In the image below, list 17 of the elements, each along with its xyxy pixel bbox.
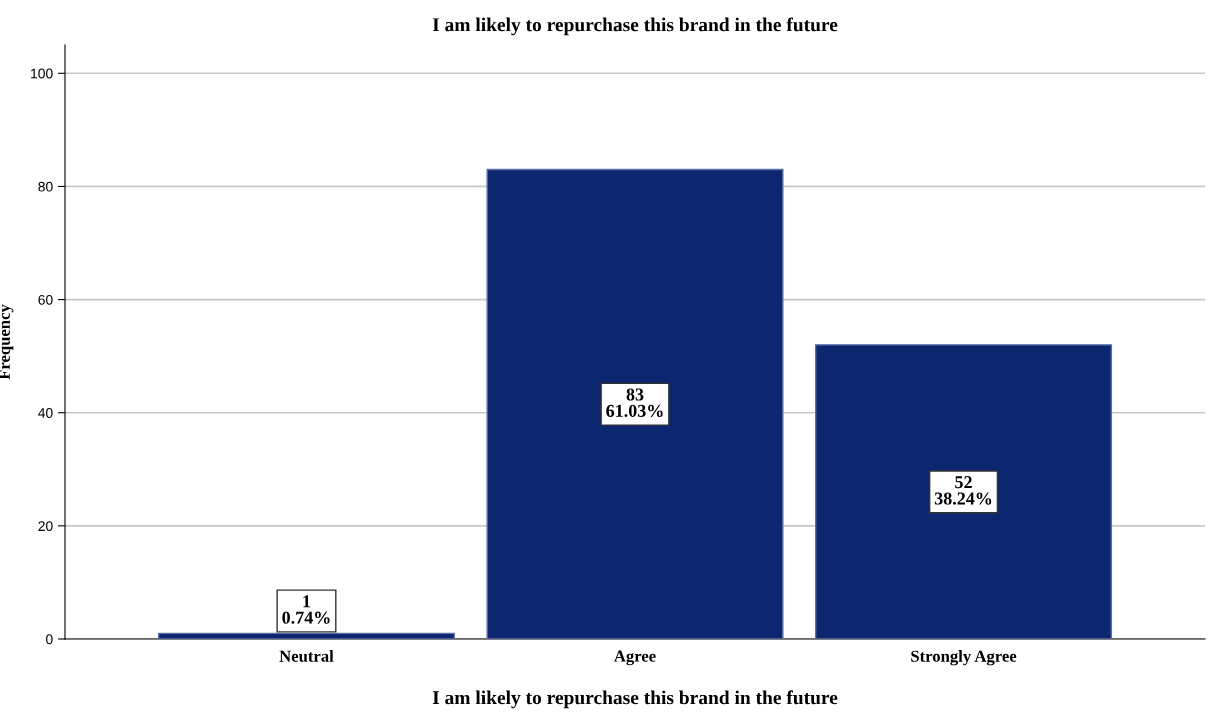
x-tick-label: Agree — [614, 650, 656, 666]
y-tick-label: 40 — [38, 408, 53, 418]
x-tick-label: Strongly Agree — [911, 650, 1017, 666]
bar — [814, 344, 1113, 639]
data-label: 52 38.24% — [934, 476, 992, 505]
x-tick-label: Neutral — [279, 650, 334, 662]
y-tick-label: 20 — [38, 521, 53, 532]
y-tick-label: 80 — [38, 181, 53, 192]
y-tick-label: 60 — [38, 294, 53, 305]
data-label: 83 61.03% — [606, 388, 663, 418]
y-tick-label: 0 — [46, 634, 53, 645]
x-axis-title: I am likely to repurchase this brand in the future — [432, 690, 838, 709]
bar — [157, 632, 456, 639]
bar — [486, 168, 784, 639]
data-label: 1 0.74% — [282, 595, 330, 624]
y-tick-label: 100 — [31, 68, 53, 79]
chart-title: I am likely to repurchase this brand in the future — [432, 17, 838, 36]
